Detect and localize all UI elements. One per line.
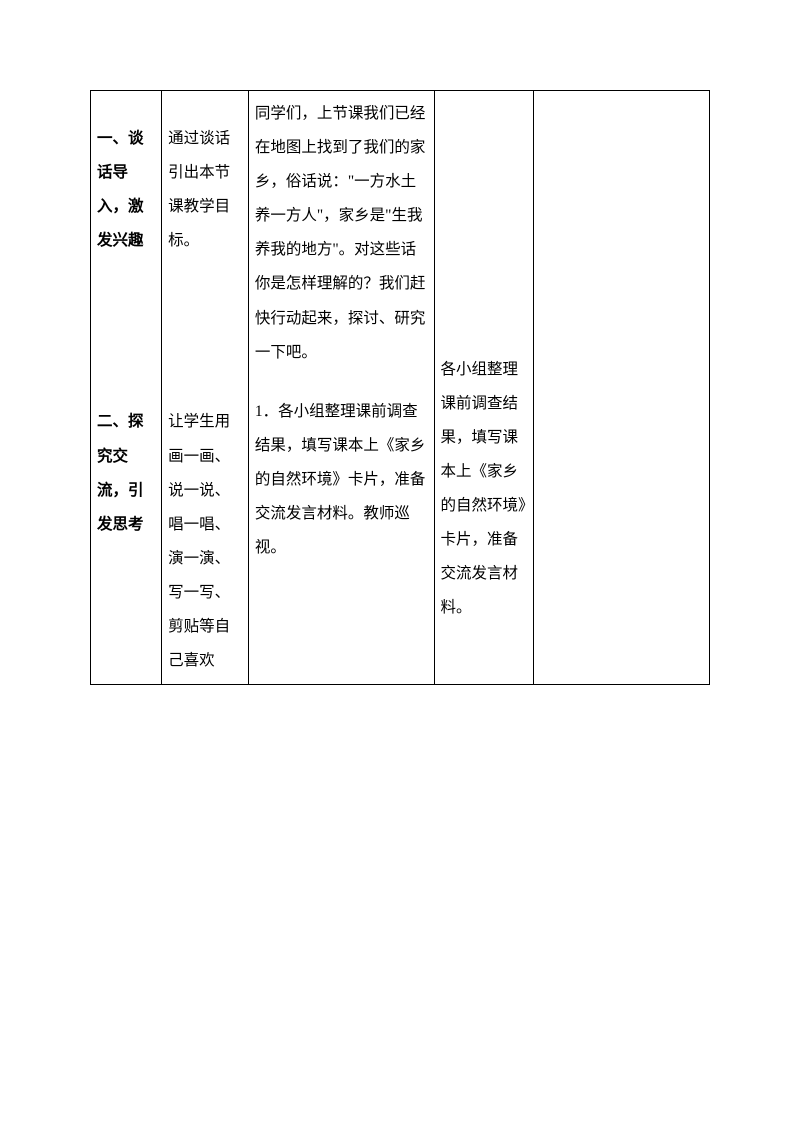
- objective-1-text: 通过谈话引出本节课教学目标。: [168, 122, 242, 258]
- cell-notes: [533, 91, 709, 685]
- lesson-plan-table: 一、谈话导入，激发兴趣 二、探究交流，引发思考 通过谈话引出本节课教学目标。 让…: [90, 90, 710, 685]
- cell-stage-titles: 一、谈话导入，激发兴趣 二、探究交流，引发思考: [91, 91, 162, 685]
- cell-objectives: 通过谈话引出本节课教学目标。 让学生用画一画、说一说、唱一唱、演一演、写一写、剪…: [162, 91, 249, 685]
- objective-2-text: 让学生用画一画、说一说、唱一唱、演一演、写一写、剪贴等自己喜欢: [168, 405, 242, 678]
- student-activity-text: 各小组整理课前调查结果，填写课本上《家乡的自然环境》卡片，准备交流发言材料。: [441, 353, 527, 626]
- stage-2-title: 二、探究交流，引发思考: [97, 405, 155, 541]
- stage-1-title: 一、谈话导入，激发兴趣: [97, 122, 155, 258]
- cell-teacher-activity: 同学们，上节课我们已经在地图上找到了我们的家乡，俗话说："一方水土养一方人"，家…: [248, 91, 434, 685]
- cell-student-activity: 各小组整理课前调查结果，填写课本上《家乡的自然环境》卡片，准备交流发言材料。: [434, 91, 533, 685]
- teacher-activity-1-text: 同学们，上节课我们已经在地图上找到了我们的家乡，俗话说："一方水土养一方人"，家…: [255, 97, 428, 370]
- teacher-activity-2-text: 1．各小组整理课前调查结果，填写课本上《家乡的自然环境》卡片，准备交流发言材料。…: [255, 395, 428, 565]
- lesson-plan-table-container: 一、谈话导入，激发兴趣 二、探究交流，引发思考 通过谈话引出本节课教学目标。 让…: [90, 90, 710, 685]
- table-row: 一、谈话导入，激发兴趣 二、探究交流，引发思考 通过谈话引出本节课教学目标。 让…: [91, 91, 710, 685]
